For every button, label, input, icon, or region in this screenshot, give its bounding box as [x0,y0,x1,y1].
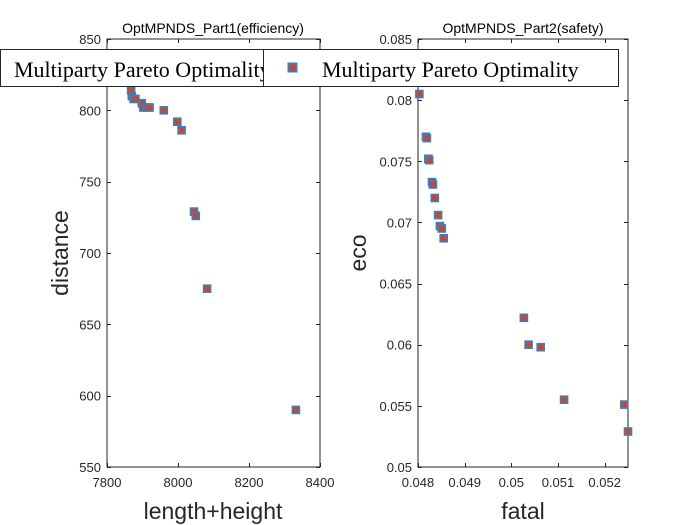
data-point-safety [623,427,633,436]
data-point-efficiency [159,106,169,115]
chart-title-safety: OptMPNDS_Part2(safety) [442,20,603,36]
y-tick-label-safety: 0.07 [387,215,412,230]
x-tick-label-safety: 0.052 [588,475,621,490]
y-tick-label-safety: 0.075 [379,154,412,169]
y-tick-label-efficiency: 800 [79,103,101,118]
data-point-efficiency [145,103,154,112]
y-axis-ticks-efficiency: 550 600 650 700 750 800 850 [79,32,320,475]
y-tick-label-efficiency: 700 [79,246,101,261]
y-axis-ticks-safety: 0.05 0.055 0.06 0.065 0.07 0.075 0.08 0.085 [379,32,628,475]
x-tick-label-efficiency: 7800 [93,475,122,490]
y-tick-label-safety: 0.08 [387,93,412,108]
legend-box-efficiency [0,49,264,87]
data-point-safety [424,155,434,165]
y-tick-label-efficiency: 600 [79,389,101,404]
data-point-safety [519,313,529,323]
legend-label-safety: Multiparty Pareto Optimality [322,57,579,82]
y-axis-label-safety: eco [345,234,371,271]
chart-title-efficiency: OptMPNDS_Part1(efficiency) [122,20,304,36]
data-point-efficiency [291,405,301,415]
panel-efficiency: OptMPNDS_Part1(efficiency) 5506006507007… [47,20,334,524]
data-point-safety [422,133,432,143]
x-tick-label-safety: 0.051 [542,475,575,490]
plot-area-safety [417,38,629,468]
data-point-safety [619,400,629,409]
x-tick-label-efficiency: 8400 [306,475,335,490]
legend-safety: Multiparty Pareto Optimality [263,49,619,87]
data-point-safety [433,210,443,220]
y-tick-label-safety: 0.06 [387,338,412,353]
data-point-safety [439,234,449,243]
y-tick-label-safety: 0.085 [379,32,412,47]
legend-label-efficiency: Multiparty Pareto Optimality [14,57,271,82]
data-point-safety [536,342,546,352]
data-point-safety [415,89,424,99]
scatter-points-safety [415,89,633,436]
y-tick-label-safety: 0.065 [379,277,412,292]
y-tick-label-efficiency: 750 [79,175,101,190]
data-point-efficiency [202,284,212,294]
scatter-points-efficiency [126,86,301,415]
panel-safety: OptMPNDS_Part2(safety) 0.05 0.055 0.06 0.06… [345,20,633,524]
x-tick-label-efficiency: 8200 [235,475,264,490]
x-tick-label-efficiency: 8000 [164,475,193,490]
legend-box-safety [263,49,619,87]
x-axis-label-safety: fatal [501,498,544,524]
x-tick-label-safety: 0.048 [402,475,435,490]
x-axis-ticks-efficiency: 7800 8000 8200 8400 [93,39,335,490]
data-point-safety [559,395,569,405]
x-axis-ticks-safety: 0.048 0.049 0.05 0.051 0.052 [402,39,621,490]
legend-efficiency: Multiparty Pareto Optimality [0,49,271,87]
y-tick-label-efficiency: 650 [79,317,101,332]
x-tick-label-safety: 0.049 [448,475,481,490]
x-axis-label-efficiency: length+height [144,498,283,524]
data-point-safety [437,224,447,233]
y-axis-label-efficiency: distance [47,210,73,296]
y-tick-label-safety: 0.05 [387,460,412,475]
y-tick-label-safety: 0.055 [379,399,412,414]
x-tick-label-safety: 0.05 [499,475,524,490]
data-point-efficiency [173,117,182,126]
data-point-safety [524,340,533,350]
data-point-safety [428,180,438,189]
data-point-efficiency [191,211,201,221]
data-point-safety [430,193,440,203]
data-point-efficiency [177,126,186,135]
y-tick-label-efficiency: 850 [79,32,101,47]
y-tick-label-efficiency: 550 [79,460,101,475]
legend-marker-icon [287,62,298,73]
